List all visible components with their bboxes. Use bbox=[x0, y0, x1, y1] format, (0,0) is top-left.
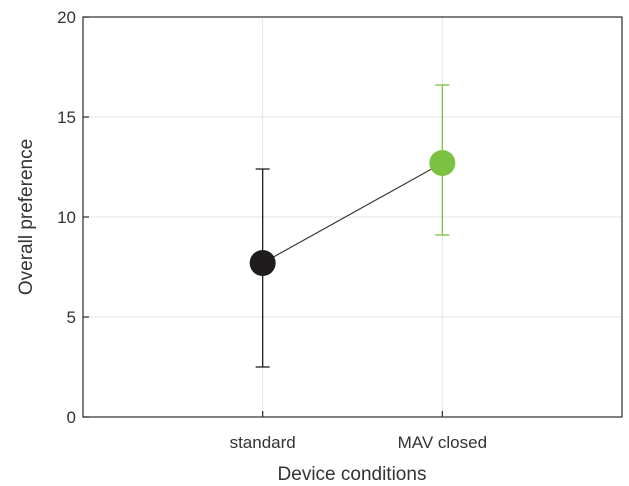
x-tick-label-mav-closed: MAV closed bbox=[398, 433, 487, 452]
x-tick-label-standard: standard bbox=[230, 433, 296, 452]
y-tick-labels: 0 5 10 15 20 bbox=[57, 8, 76, 427]
marker-1 bbox=[429, 150, 456, 176]
marker-0 bbox=[249, 250, 276, 276]
connecting-line bbox=[262, 162, 443, 264]
y-tick-label-15: 15 bbox=[57, 108, 76, 127]
y-tick-label-10: 10 bbox=[57, 208, 76, 227]
tick-layer bbox=[83, 16, 443, 418]
grid-layer bbox=[83, 17, 622, 417]
y-tick-label-5: 5 bbox=[67, 308, 76, 327]
x-axis-title: Device conditions bbox=[278, 464, 427, 485]
y-tick-label-0: 0 bbox=[67, 408, 76, 427]
y-axis-title: Overall preference bbox=[16, 139, 37, 295]
x-tick-labels: standard MAV closed bbox=[230, 433, 487, 452]
y-tick-label-20: 20 bbox=[57, 8, 76, 27]
marks-layer bbox=[249, 84, 456, 368]
